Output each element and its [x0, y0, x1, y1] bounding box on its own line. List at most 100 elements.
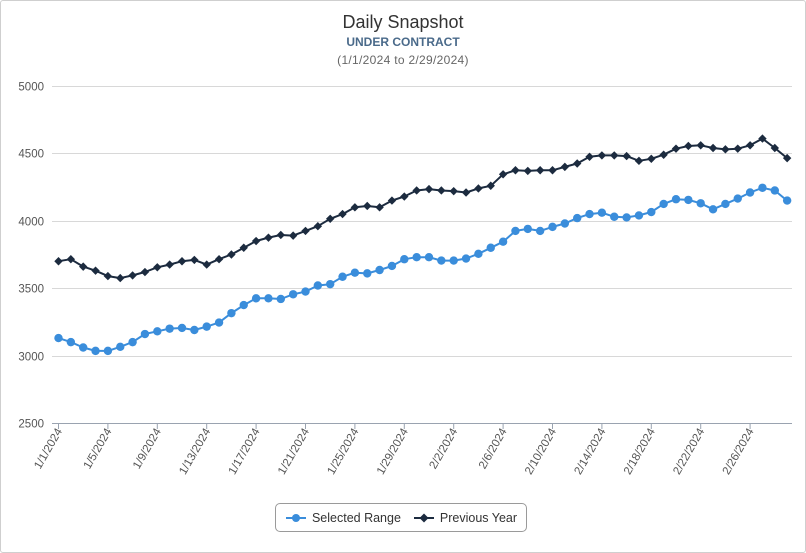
data-point-selected-range[interactable]: [326, 279, 335, 289]
data-point-previous-year[interactable]: [498, 170, 508, 179]
data-point-selected-range[interactable]: [227, 308, 236, 318]
data-point-selected-range[interactable]: [350, 268, 360, 277]
data-point-selected-range[interactable]: [140, 329, 150, 339]
data-point-selected-range[interactable]: [671, 195, 681, 204]
data-point-previous-year[interactable]: [424, 184, 434, 194]
data-point-selected-range[interactable]: [548, 222, 557, 232]
data-point-previous-year[interactable]: [733, 144, 742, 153]
data-point-previous-year[interactable]: [449, 186, 458, 196]
data-point-selected-range[interactable]: [301, 287, 310, 296]
data-point-previous-year[interactable]: [375, 203, 384, 212]
data-point-selected-range[interactable]: [66, 337, 76, 347]
data-point-previous-year[interactable]: [634, 156, 644, 166]
data-point-previous-year[interactable]: [276, 230, 285, 240]
data-point-selected-range[interactable]: [498, 237, 508, 246]
data-point-selected-range[interactable]: [375, 265, 384, 275]
data-point-previous-year[interactable]: [387, 196, 397, 205]
data-point-previous-year[interactable]: [782, 153, 792, 163]
data-point-selected-range[interactable]: [202, 322, 211, 331]
data-point-previous-year[interactable]: [140, 267, 150, 277]
data-point-selected-range[interactable]: [696, 199, 705, 208]
data-point-previous-year[interactable]: [214, 255, 224, 264]
data-point-previous-year[interactable]: [474, 184, 483, 193]
data-point-previous-year[interactable]: [622, 151, 631, 161]
data-point-previous-year[interactable]: [202, 260, 211, 269]
data-point-selected-range[interactable]: [535, 226, 545, 236]
data-point-selected-range[interactable]: [153, 327, 162, 336]
data-point-selected-range[interactable]: [597, 208, 607, 217]
data-point-previous-year[interactable]: [721, 145, 730, 154]
data-point-selected-range[interactable]: [276, 294, 285, 304]
data-point-previous-year[interactable]: [708, 143, 718, 153]
data-point-selected-range[interactable]: [647, 207, 656, 217]
data-point-previous-year[interactable]: [338, 209, 347, 219]
data-point-selected-range[interactable]: [486, 243, 495, 252]
data-point-selected-range[interactable]: [288, 290, 298, 299]
data-point-selected-range[interactable]: [363, 269, 372, 278]
data-point-selected-range[interactable]: [770, 186, 779, 195]
data-point-previous-year[interactable]: [313, 221, 323, 231]
data-point-previous-year[interactable]: [535, 166, 545, 175]
data-point-selected-range[interactable]: [313, 281, 323, 290]
data-point-selected-range[interactable]: [708, 205, 718, 214]
data-point-previous-year[interactable]: [103, 271, 113, 281]
data-point-selected-range[interactable]: [424, 252, 434, 262]
data-point-selected-range[interactable]: [91, 346, 100, 356]
data-point-previous-year[interactable]: [437, 186, 446, 195]
legend-item-previous-year[interactable]: Previous Year: [413, 511, 517, 525]
data-point-selected-range[interactable]: [128, 337, 137, 347]
data-point-previous-year[interactable]: [350, 203, 360, 212]
data-point-selected-range[interactable]: [461, 254, 471, 263]
data-point-previous-year[interactable]: [326, 214, 335, 223]
data-point-previous-year[interactable]: [239, 243, 248, 252]
data-point-selected-range[interactable]: [622, 213, 631, 222]
data-point-previous-year[interactable]: [128, 271, 137, 280]
data-point-selected-range[interactable]: [400, 255, 409, 264]
data-point-selected-range[interactable]: [721, 199, 730, 209]
data-point-selected-range[interactable]: [54, 333, 63, 343]
data-point-selected-range[interactable]: [387, 261, 397, 271]
data-point-previous-year[interactable]: [190, 255, 199, 265]
data-point-previous-year[interactable]: [523, 166, 532, 176]
data-point-previous-year[interactable]: [684, 141, 693, 151]
data-point-previous-year[interactable]: [177, 257, 187, 266]
data-point-previous-year[interactable]: [264, 233, 273, 242]
data-point-previous-year[interactable]: [548, 166, 557, 175]
data-point-previous-year[interactable]: [770, 143, 779, 153]
data-point-previous-year[interactable]: [301, 226, 310, 236]
data-point-previous-year[interactable]: [400, 192, 409, 201]
data-point-selected-range[interactable]: [782, 196, 792, 205]
data-point-previous-year[interactable]: [79, 262, 88, 271]
data-point-selected-range[interactable]: [190, 325, 199, 335]
data-point-selected-range[interactable]: [214, 318, 224, 327]
data-point-selected-range[interactable]: [79, 343, 88, 352]
data-point-selected-range[interactable]: [474, 249, 483, 259]
data-point-previous-year[interactable]: [511, 166, 520, 175]
data-point-previous-year[interactable]: [585, 152, 594, 161]
data-point-selected-range[interactable]: [165, 324, 174, 333]
data-point-previous-year[interactable]: [560, 162, 570, 172]
data-point-selected-range[interactable]: [634, 211, 644, 220]
data-point-previous-year[interactable]: [671, 144, 681, 153]
legend-item-selected-range[interactable]: Selected Range: [285, 511, 401, 525]
data-point-previous-year[interactable]: [647, 154, 656, 163]
data-point-selected-range[interactable]: [745, 188, 755, 197]
data-point-selected-range[interactable]: [684, 195, 693, 205]
data-point-previous-year[interactable]: [153, 263, 162, 272]
data-point-selected-range[interactable]: [103, 346, 113, 356]
data-point-previous-year[interactable]: [659, 150, 668, 159]
data-point-previous-year[interactable]: [597, 151, 607, 160]
data-point-selected-range[interactable]: [177, 323, 187, 333]
data-point-selected-range[interactable]: [338, 272, 347, 281]
data-point-selected-range[interactable]: [560, 219, 570, 228]
data-point-previous-year[interactable]: [116, 273, 125, 283]
data-point-previous-year[interactable]: [745, 141, 755, 150]
data-point-selected-range[interactable]: [239, 300, 248, 310]
data-point-previous-year[interactable]: [573, 159, 582, 168]
data-point-selected-range[interactable]: [610, 212, 619, 221]
data-point-previous-year[interactable]: [91, 266, 100, 275]
data-point-previous-year[interactable]: [610, 151, 619, 160]
data-point-previous-year[interactable]: [227, 250, 236, 259]
data-point-selected-range[interactable]: [758, 183, 767, 192]
data-point-previous-year[interactable]: [363, 201, 372, 211]
